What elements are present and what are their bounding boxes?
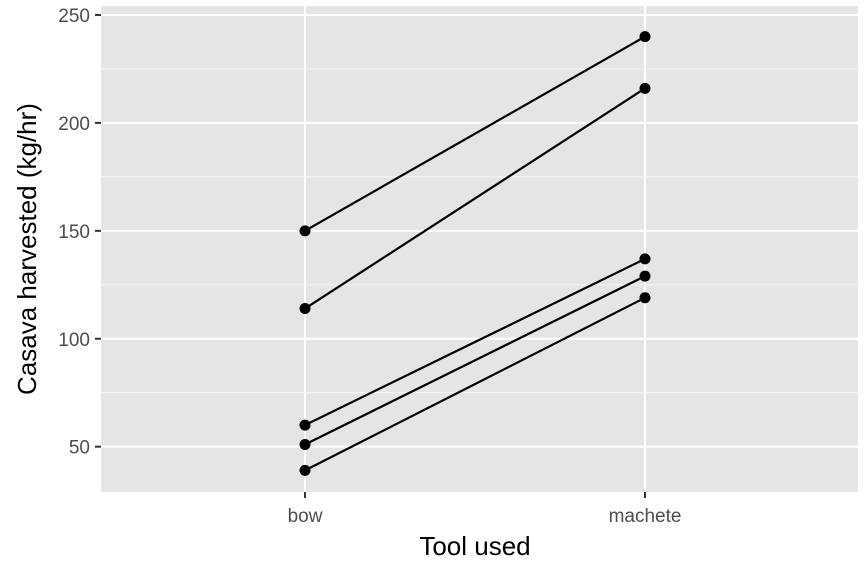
data-point: [299, 303, 311, 315]
y-axis: 50 100 150 200 250: [58, 6, 101, 459]
series-line: [304, 296, 646, 472]
x-axis-title: Tool used: [419, 531, 530, 561]
series-lines: [304, 35, 646, 472]
series-line: [304, 35, 646, 232]
data-point: [639, 82, 651, 94]
y-tick-label: 150: [58, 222, 90, 243]
x-axis: bow machete: [288, 492, 682, 527]
y-tick-label: 200: [58, 114, 90, 135]
data-point: [639, 292, 651, 304]
data-point: [639, 270, 651, 282]
plot-panel: [101, 6, 858, 492]
series-line: [304, 275, 646, 446]
data-point: [299, 439, 311, 451]
series-line: [304, 87, 646, 310]
data-point: [299, 419, 311, 431]
grid-minor: [101, 68, 858, 394]
x-tick-label: machete: [609, 506, 682, 527]
data-point: [299, 225, 311, 237]
series-points: [299, 31, 651, 476]
data-point: [639, 31, 651, 43]
y-tick-label: 250: [58, 6, 90, 27]
data-point: [639, 253, 651, 265]
y-axis-title: Casava harvested (kg/hr): [12, 103, 42, 395]
y-tick-label: 100: [58, 330, 90, 351]
x-tick-label: bow: [288, 506, 323, 527]
data-point: [299, 464, 311, 476]
y-tick-label: 50: [69, 438, 90, 459]
series-line: [304, 257, 646, 427]
